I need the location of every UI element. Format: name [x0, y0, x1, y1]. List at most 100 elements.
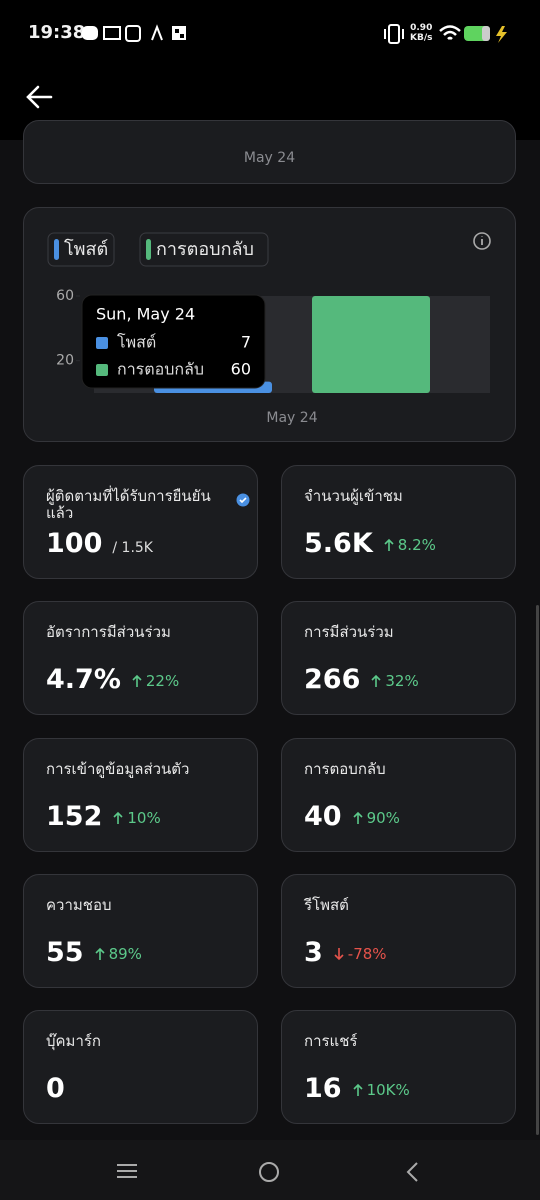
- nav-recent[interactable]: [116, 1163, 138, 1179]
- info-icon: [473, 232, 491, 250]
- metric-label: การตอบกลับ: [304, 760, 386, 778]
- change-text: 8.2%: [397, 536, 436, 554]
- trend-arrow: [371, 674, 381, 687]
- metric-card: การเข้าดูข้อมูลส่วนตัว 152 10%: [23, 738, 258, 852]
- metric-card: การตอบกลับ 40 90%: [281, 738, 516, 852]
- change-text: 22%: [145, 672, 180, 690]
- metric-card: ผู้ติดตามที่ได้รับการยืนยันแล้ว 100 / 1.5K: [23, 465, 258, 579]
- metric-value-row: 40 90%: [304, 801, 400, 832]
- x-tick-label: May 24: [266, 410, 317, 426]
- metric-value-row: 4.7% 22%: [46, 664, 179, 695]
- tooltip-title: Sun, May 24: [96, 305, 195, 324]
- metric-change: 10K%: [352, 1081, 410, 1099]
- tooltip-name: การตอบกลับ: [117, 360, 204, 379]
- metric-change: 90%: [352, 809, 400, 827]
- tooltip-value: 7: [241, 333, 251, 352]
- metric-label: บุ๊คมาร์ก: [46, 1032, 102, 1050]
- top-card: May 24: [23, 120, 516, 184]
- metric-label: จำนวนผู้เข้าชม: [304, 487, 403, 505]
- arrow: [371, 674, 381, 687]
- trend-arrow: [334, 948, 344, 961]
- change-text: 89%: [108, 945, 142, 963]
- y-tick-label: 60: [56, 288, 74, 304]
- nav-home[interactable]: [258, 1161, 280, 1183]
- metric-card: จำนวนผู้เข้าชม 5.6K 8.2%: [281, 465, 516, 579]
- metric-label: ผู้ติดตามที่ได้รับการยืนยันแล้ว: [46, 487, 211, 522]
- metric-label: รีโพสต์: [304, 896, 349, 914]
- tooltip: Sun, May 24 โพสต์ 7 การตอบกลับ 60: [81, 294, 266, 389]
- metric-card: การมีส่วนร่วม 266 32%: [281, 601, 516, 715]
- metric-value: 152: [46, 801, 103, 832]
- change-text: 90%: [366, 809, 400, 827]
- metric-card: บุ๊คมาร์ก 0: [23, 1010, 258, 1124]
- arrow: [113, 811, 123, 824]
- metric-label: อัตราการมีส่วนร่วม: [46, 623, 171, 641]
- scrollbar: [536, 605, 539, 1135]
- badge-check: [239, 497, 247, 504]
- arrow: [132, 674, 142, 687]
- change-text: 10K%: [366, 1081, 410, 1099]
- metric-change: 8.2%: [383, 536, 436, 554]
- speed: 0.90: [410, 23, 433, 33]
- arrow: [353, 811, 363, 824]
- tooltip-swatch: [96, 364, 108, 376]
- vibrate-icon: [384, 24, 404, 44]
- x-label: May 24: [243, 150, 296, 166]
- legend-label: โพสต์: [64, 238, 108, 260]
- metric-change: 32%: [370, 672, 419, 690]
- trend-arrow: [132, 674, 142, 687]
- trend-arrow: [353, 1083, 363, 1096]
- legend-swatch: [146, 239, 151, 260]
- metric-card: อัตราการมีส่วนร่วม 4.7% 22%: [23, 601, 258, 715]
- y-tick-label: 20: [56, 353, 74, 369]
- metric-change: -78%: [333, 945, 387, 963]
- back-button[interactable]: [24, 84, 54, 110]
- metric-value-row: 0: [46, 1073, 65, 1104]
- metric-value-row: 100 / 1.5K: [46, 528, 153, 559]
- arrow: [353, 1083, 363, 1096]
- metric-value-row: 5.6K 8.2%: [304, 528, 436, 559]
- metric-value-row: 3 -78%: [304, 937, 387, 968]
- metric-value: 5.6K: [304, 528, 373, 559]
- net-speed: 0.90 KB/s: [410, 23, 432, 43]
- verified-badge: [236, 493, 250, 507]
- metric-label: การเข้าดูข้อมูลส่วนตัว: [46, 760, 190, 778]
- arrow: [384, 538, 394, 551]
- metric-value: 100: [46, 528, 103, 559]
- speed-unit: KB/s: [410, 33, 433, 43]
- metric-change: 22%: [131, 672, 179, 690]
- metric-change: 89%: [94, 945, 142, 963]
- chart-card: โพสต์ การตอบกลับ 20 60 May 24 Sun, May 24 โพสต…: [23, 207, 516, 442]
- metric-value: 0: [46, 1073, 65, 1104]
- metric-label: ความชอบ: [46, 896, 112, 914]
- trend-arrow: [353, 811, 363, 824]
- metric-value: 3: [304, 937, 323, 968]
- tooltip-swatch: [96, 337, 108, 349]
- legend-chip: [139, 232, 269, 267]
- metric-card: การแชร์ 16 10K%: [281, 1010, 516, 1124]
- arrow: [95, 947, 105, 960]
- tooltip-name: โพสต์: [117, 333, 156, 352]
- trend-arrow: [95, 947, 105, 960]
- legend-label: การตอบกลับ: [156, 239, 254, 260]
- metric-value: 55: [46, 937, 84, 968]
- metric-value-row: 16 10K%: [304, 1073, 410, 1104]
- status-time: 19:38: [28, 22, 86, 43]
- metric-total: / 1.5K: [112, 540, 153, 556]
- change-text: -78%: [347, 945, 387, 963]
- metric-value: 4.7%: [46, 664, 121, 695]
- nav-bar: [0, 1140, 540, 1200]
- metric-value: 40: [304, 801, 342, 832]
- nav-back[interactable]: [404, 1161, 420, 1183]
- metric-value-row: 266 32%: [304, 664, 419, 695]
- arrow: [334, 948, 344, 961]
- metric-card: รีโพสต์ 3 -78%: [281, 874, 516, 988]
- status-icons: [82, 24, 186, 42]
- tooltip-value: 60: [231, 360, 251, 379]
- change-text: 10%: [127, 809, 161, 827]
- metric-change: 10%: [112, 809, 161, 827]
- bar: [312, 296, 430, 393]
- wifi-battery: [439, 25, 507, 43]
- metric-card: ความชอบ 55 89%: [23, 874, 258, 988]
